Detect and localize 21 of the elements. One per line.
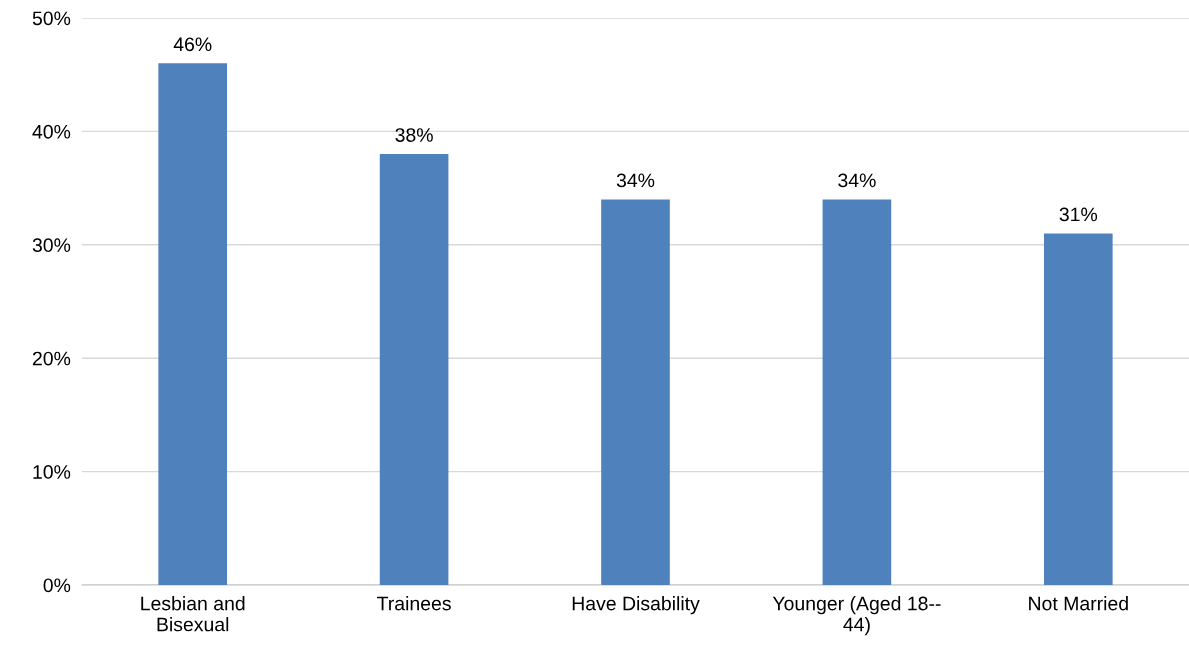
data-label: 34% bbox=[838, 173, 876, 188]
bar bbox=[822, 199, 892, 585]
x-tick-label: Lesbian and Bisexual bbox=[141, 596, 245, 632]
y-tick-label: 10% bbox=[33, 465, 71, 479]
x-tick-label: Younger (Aged 18--44) bbox=[772, 596, 941, 636]
bar bbox=[379, 154, 449, 585]
x-tick-label: Have Disability bbox=[572, 596, 700, 615]
bar bbox=[601, 199, 670, 585]
bar bbox=[1043, 233, 1113, 585]
y-tick-label: 40% bbox=[32, 124, 71, 139]
x-tick-label: Not Married bbox=[1029, 596, 1128, 611]
y-tick-label: 30% bbox=[32, 238, 71, 253]
y-tick-label: 0% bbox=[43, 578, 71, 593]
data-label: 34% bbox=[616, 173, 655, 188]
y-tick-label: 50% bbox=[32, 11, 71, 26]
data-label: 38% bbox=[395, 128, 433, 142]
y-tick-label: 20% bbox=[32, 351, 71, 366]
data-label: 46% bbox=[173, 37, 212, 52]
x-tick-label: Trainees bbox=[377, 596, 451, 611]
bar bbox=[158, 63, 228, 585]
data-label: 31% bbox=[1059, 207, 1098, 222]
